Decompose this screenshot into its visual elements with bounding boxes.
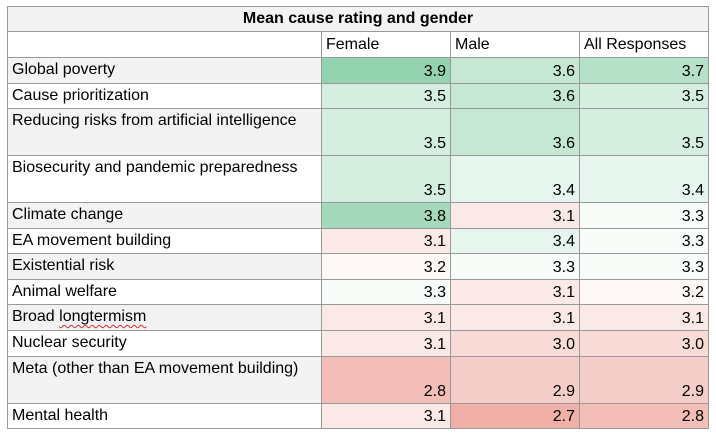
table-row: Reducing risks from artificial intellige… xyxy=(7,108,710,156)
table-row: Nuclear security 3.1 3.0 3.0 xyxy=(7,330,710,357)
row-label: Climate change xyxy=(7,202,322,229)
value-cell: 3.9 xyxy=(321,57,451,84)
value-cell: 3.5 xyxy=(321,155,451,203)
table-row: Biosecurity and pandemic preparedness 3.5… xyxy=(7,155,710,203)
table-row: Global poverty 3.9 3.6 3.7 xyxy=(7,57,710,84)
column-header-male: Male xyxy=(450,31,580,58)
row-label: Existential risk xyxy=(7,253,322,280)
value-cell: 3.5 xyxy=(321,83,451,109)
column-header-row: Female Male All Responses xyxy=(7,31,710,58)
cause-rating-table: Mean cause rating and gender Female Male… xyxy=(6,6,710,429)
value-cell: 2.8 xyxy=(578,403,710,429)
row-label: Biosecurity and pandemic preparedness xyxy=(7,155,322,203)
row-label: Global poverty xyxy=(7,57,322,84)
value-cell: 3.0 xyxy=(450,330,580,357)
value-cell: 3.6 xyxy=(450,57,580,84)
corner-cell xyxy=(7,31,322,58)
table-row: EA movement building 3.1 3.4 3.3 xyxy=(7,228,710,254)
row-label: Cause prioritization xyxy=(7,83,322,109)
table-row: Animal welfare 3.3 3.1 3.2 xyxy=(7,279,710,305)
value-cell: 3.3 xyxy=(321,279,451,305)
value-cell: 3.1 xyxy=(321,228,451,254)
value-cell: 3.3 xyxy=(578,253,710,280)
table-row: Broad longtermism 3.1 3.1 3.1 xyxy=(7,304,710,331)
value-cell: 2.9 xyxy=(578,356,710,404)
value-cell: 3.3 xyxy=(578,228,710,254)
value-cell: 3.5 xyxy=(578,108,710,156)
value-cell: 3.2 xyxy=(578,279,710,305)
spellcheck-squiggle: longtermism xyxy=(59,308,147,325)
value-cell: 3.1 xyxy=(578,304,710,331)
value-cell: 3.6 xyxy=(450,108,580,156)
value-cell: 3.7 xyxy=(578,57,710,84)
value-cell: 3.5 xyxy=(578,83,710,109)
value-cell: 3.1 xyxy=(450,279,580,305)
value-cell: 3.5 xyxy=(321,108,451,156)
value-cell: 3.1 xyxy=(450,202,580,229)
table-title: Mean cause rating and gender xyxy=(6,6,710,32)
value-cell: 3.4 xyxy=(450,228,580,254)
value-cell: 2.8 xyxy=(321,356,451,404)
value-cell: 3.4 xyxy=(578,155,710,203)
value-cell: 3.1 xyxy=(321,304,451,331)
row-label: Nuclear security xyxy=(7,330,322,357)
value-cell: 3.4 xyxy=(450,155,580,203)
table-row: Meta (other than EA movement building) 2.… xyxy=(7,356,710,404)
value-cell: 3.0 xyxy=(578,330,710,357)
table-row: Climate change 3.8 3.1 3.3 xyxy=(7,202,710,229)
column-header-female: Female xyxy=(321,31,451,58)
table-row: Existential risk 3.2 3.3 3.3 xyxy=(7,253,710,280)
row-label: Broad longtermism xyxy=(7,304,322,331)
value-cell: 3.1 xyxy=(321,330,451,357)
value-cell: 2.9 xyxy=(450,356,580,404)
value-cell: 3.3 xyxy=(450,253,580,280)
value-cell: 3.8 xyxy=(321,202,451,229)
row-label: Animal welfare xyxy=(7,279,322,305)
value-cell: 3.1 xyxy=(321,403,451,429)
value-cell: 3.1 xyxy=(450,304,580,331)
row-label: Mental health xyxy=(7,403,322,429)
row-label: EA movement building xyxy=(7,228,322,254)
row-label: Meta (other than EA movement building) xyxy=(7,356,322,404)
value-cell: 3.3 xyxy=(578,202,710,229)
value-cell: 2.7 xyxy=(450,403,580,429)
table-row: Cause prioritization 3.5 3.6 3.5 xyxy=(7,83,710,109)
value-cell: 3.6 xyxy=(450,83,580,109)
column-header-all-responses: All Responses xyxy=(578,31,710,58)
value-cell: 3.2 xyxy=(321,253,451,280)
table-row: Mental health 3.1 2.7 2.8 xyxy=(7,403,710,429)
row-label: Reducing risks from artificial intellige… xyxy=(7,108,322,156)
